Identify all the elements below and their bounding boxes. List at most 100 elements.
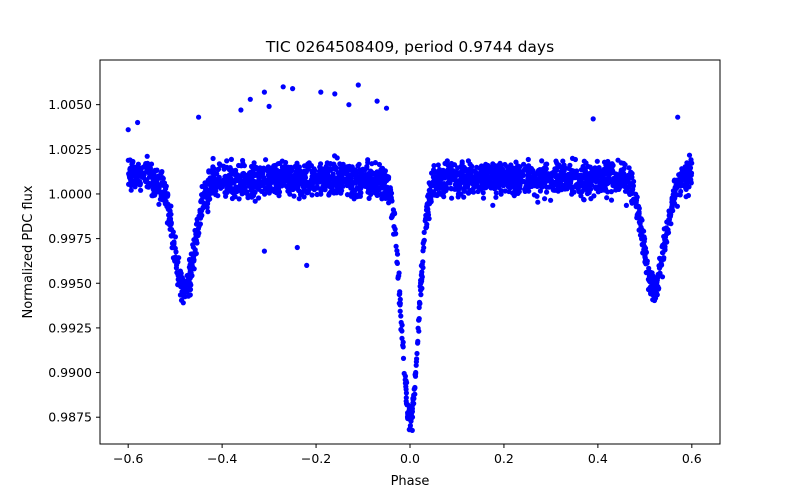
data-point [252, 171, 258, 178]
data-point [540, 170, 546, 177]
data-point [401, 370, 407, 377]
data-point [499, 177, 505, 183]
data-point [274, 188, 281, 195]
data-point [635, 203, 642, 209]
data-point [469, 177, 476, 183]
data-point [394, 251, 401, 257]
data-point [608, 189, 615, 195]
data-point [660, 244, 666, 250]
data-point [513, 159, 519, 165]
y-tick-label: 1.0025 [48, 142, 92, 157]
data-point [461, 179, 467, 185]
data-point [308, 177, 314, 183]
data-point [135, 119, 141, 126]
data-point [440, 190, 447, 196]
data-point [573, 183, 579, 189]
data-point [622, 183, 628, 189]
data-point [398, 313, 404, 319]
y-tick-label: 0.9950 [48, 276, 92, 291]
data-point [684, 160, 690, 166]
data-point [587, 177, 593, 183]
data-point [516, 182, 522, 188]
data-point [258, 170, 264, 176]
x-tick-label: −0.6 [113, 451, 143, 466]
y-tick-label: 1.0000 [48, 186, 92, 201]
data-point [318, 165, 324, 171]
data-point [414, 356, 420, 362]
data-point [391, 211, 397, 217]
data-point [556, 162, 562, 168]
data-point [301, 185, 307, 191]
data-point [162, 194, 168, 200]
data-point [283, 175, 289, 181]
data-point [686, 152, 693, 158]
data-point [185, 279, 191, 285]
data-point [548, 174, 554, 180]
data-point [128, 178, 134, 184]
data-point [393, 230, 399, 237]
data-point [436, 184, 442, 190]
data-point [318, 89, 324, 95]
data-point [199, 183, 205, 190]
data-point [241, 185, 247, 191]
data-point [128, 166, 134, 172]
data-point [525, 156, 531, 163]
y-tick-label: 0.9975 [48, 231, 92, 246]
data-point [305, 187, 312, 193]
data-point [492, 182, 498, 189]
data-point [230, 190, 236, 196]
data-point [539, 158, 545, 164]
data-point [564, 186, 570, 192]
data-point [299, 178, 305, 184]
data-point [595, 184, 601, 190]
data-point [452, 175, 458, 181]
data-point [326, 167, 332, 173]
data-point [249, 182, 255, 188]
data-point [548, 197, 554, 203]
data-point [648, 275, 654, 281]
data-point [386, 189, 392, 195]
data-point [406, 427, 412, 433]
data-point [296, 196, 302, 202]
data-point [457, 182, 463, 188]
data-point [639, 242, 645, 248]
data-point [188, 282, 194, 288]
data-point [355, 82, 361, 88]
data-point [240, 160, 246, 167]
data-point [376, 187, 382, 193]
data-point [521, 161, 527, 167]
data-point [416, 304, 422, 311]
data-point [462, 188, 468, 194]
data-point [441, 194, 447, 200]
data-point [339, 170, 345, 176]
data-point [125, 127, 131, 133]
data-point [161, 182, 167, 189]
data-point [531, 192, 538, 198]
data-point [581, 197, 587, 203]
data-point [264, 186, 270, 192]
data-point [357, 170, 364, 176]
data-point [509, 164, 515, 170]
chart-title: TIC 0264508409, period 0.9744 days [265, 38, 554, 56]
data-point [578, 172, 584, 178]
data-point [388, 215, 395, 221]
data-point [287, 169, 294, 175]
data-point [128, 173, 134, 179]
data-point [304, 262, 310, 268]
data-point [196, 114, 202, 120]
data-point [186, 256, 193, 263]
x-tick-label: 0.0 [400, 451, 420, 466]
data-point [454, 169, 460, 175]
data-point [362, 167, 368, 173]
data-point [218, 162, 224, 168]
data-point [237, 177, 244, 183]
data-point [628, 169, 634, 175]
data-point [198, 209, 204, 216]
data-point [523, 185, 529, 191]
data-point [542, 196, 548, 202]
data-point [138, 187, 144, 193]
y-axis: 0.9875 0.9900 0.9925 0.9950 0.9975 1.0000 1.00… [48, 97, 100, 425]
data-point [448, 185, 454, 191]
data-point [443, 169, 449, 175]
